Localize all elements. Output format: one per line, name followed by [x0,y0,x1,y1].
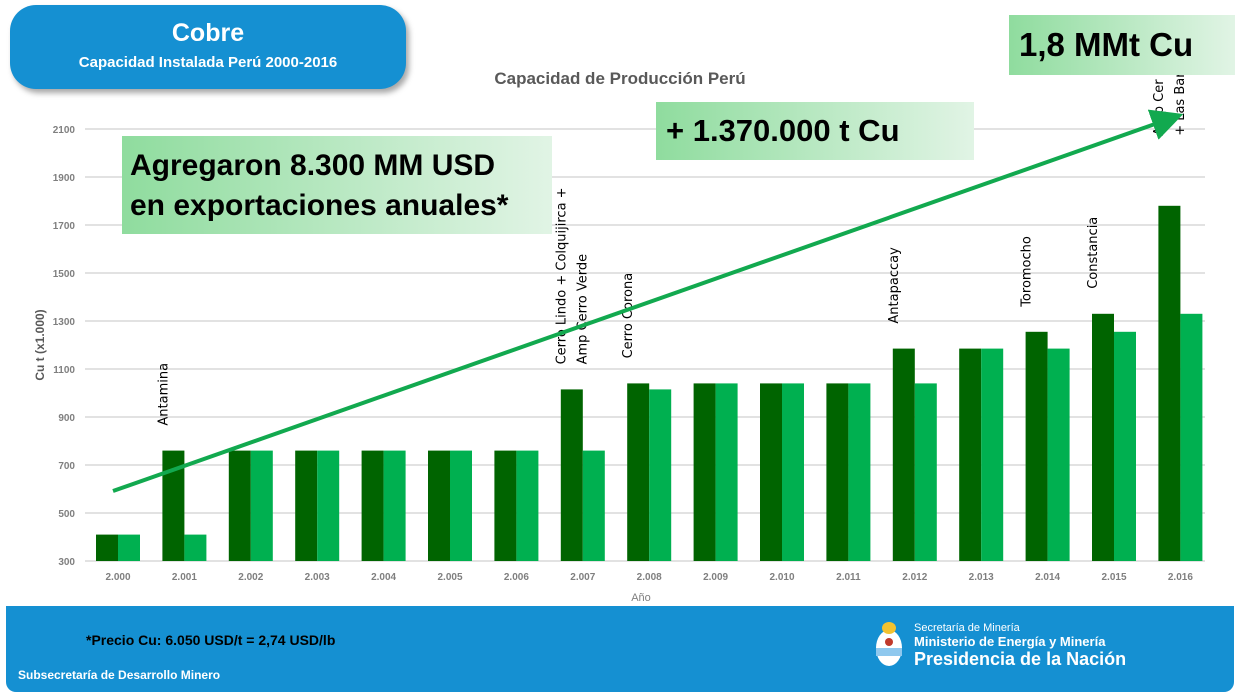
bar-series-1 [560,389,583,561]
bar-series-1 [826,383,849,561]
page-title: Cobre [171,19,245,47]
y-axis-label: Cu t (x1.000) [33,309,47,380]
bar-series-2 [118,534,140,561]
mine-annotation: Constancia [1086,217,1101,289]
y-tick-label: 1700 [53,221,76,232]
bar-series-1 [494,450,517,561]
x-tick-label: 2.004 [371,572,396,583]
bar-series-1 [1158,205,1181,562]
exports-callout: Agregaron 8.300 MM USD en exportaciones … [122,136,552,234]
bar-series-2 [782,383,804,561]
bar-series-1 [428,450,450,561]
coat-of-arms-icon [876,622,902,666]
bar-series-1 [162,450,185,561]
price-note: *Precio Cu: 6.050 USD/t = 2,74 USD/lb [86,632,336,648]
title-banner: Cobre Capacidad Instalada Perú 2000-2016 [10,5,406,89]
y-tick-label: 1500 [53,269,76,280]
mine-annotation: Antamina [156,363,171,426]
x-tick-label: 2.000 [105,572,130,583]
bar-series-2 [981,348,1004,561]
bar-series-2 [383,450,406,561]
y-tick-label: 900 [58,413,75,424]
total-callout: 1,8 MMt Cu [1009,15,1235,75]
bar-series-1 [760,383,782,561]
trend-arrow [112,109,1184,493]
mine-annotation: Cerro Corona [621,273,636,359]
exports-line-1: Agregaron 8.300 MM USD [130,149,496,182]
x-tick-label: 2.005 [437,572,462,583]
x-tick-label: 2.011 [836,572,861,583]
bar-series-1 [959,348,982,561]
bar-series-2 [450,450,472,561]
y-tick-label: 2100 [53,125,76,136]
increase-callout: + 1.370.000 t Cu [656,102,974,160]
x-axis-label: Año [631,592,651,604]
office-name: Subsecretaría de Desarrollo Minero [18,668,221,682]
x-tick-label: 2.002 [238,572,263,583]
bar-series-1 [892,348,915,561]
bar-series-2 [914,383,937,561]
bar-series-2 [317,450,340,561]
bar-series-1 [228,450,251,561]
x-tick-label: 2.007 [570,572,595,583]
x-tick-label: 2.012 [902,572,927,583]
mine-annotation: Toromocho [1020,236,1035,308]
bar-series-1 [1025,331,1048,561]
mine-annotation: + Las Bar [1173,72,1188,136]
exports-line-2: en exportaciones anuales* [130,189,509,222]
mine-annotation: Amp Cer [1152,79,1167,136]
bar-series-1 [361,450,384,561]
bar-series-2 [715,383,738,561]
y-tick-label: 500 [58,509,75,520]
bar-series-2 [1047,348,1070,561]
y-tick-label: 1900 [53,173,76,184]
bar-series-2 [848,383,871,561]
y-tick-label: 1300 [53,317,76,328]
x-tick-label: 2.014 [1035,572,1060,583]
mine-annotation: Cerro Lindo + Colquijirca + [554,187,569,364]
page-subtitle: Capacidad Instalada Perú 2000-2016 [78,54,338,71]
logo-line-3: Presidencia de la Nación [914,649,1127,669]
bar-series-2 [582,450,605,561]
bar-series-1 [1092,313,1114,561]
x-tick-label: 2.010 [769,572,794,583]
bar-series-1 [295,450,318,561]
x-tick-label: 2.009 [703,572,728,583]
mine-annotation: Antapaccay [887,247,902,324]
bar-series-1 [96,534,118,561]
bar-series-1 [627,383,650,561]
bar-series-2 [1180,313,1203,561]
logo-line-1: Secretaría de Minería [914,622,1020,634]
x-tick-label: 2.008 [637,572,662,583]
mine-annotation: Amp Cerro Verde [575,254,590,365]
bar-series-2 [250,450,273,561]
footer-banner: *Precio Cu: 6.050 USD/t = 2,74 USD/lb Su… [6,606,1234,692]
bar-series-2 [649,389,672,561]
x-tick-label: 2.016 [1168,572,1193,583]
x-tick-label: 2.003 [305,572,330,583]
y-tick-label: 300 [58,557,75,568]
bar-series-1 [693,383,716,561]
bar-series-2 [1114,331,1136,561]
bar-series-2 [184,534,207,561]
x-tick-label: 2.015 [1101,572,1126,583]
bar-series-2 [516,450,539,561]
y-tick-label: 1100 [53,365,75,376]
x-tick-label: 2.013 [969,572,994,583]
government-logo: Secretaría de Minería Ministerio de Ener… [872,620,1126,672]
chart-title: Capacidad de Producción Perú [494,69,745,88]
logo-line-2: Ministerio de Energía y Minería [914,634,1106,649]
y-tick-label: 700 [58,461,75,472]
x-tick-label: 2.006 [504,572,529,583]
x-tick-label: 2.001 [172,572,197,583]
